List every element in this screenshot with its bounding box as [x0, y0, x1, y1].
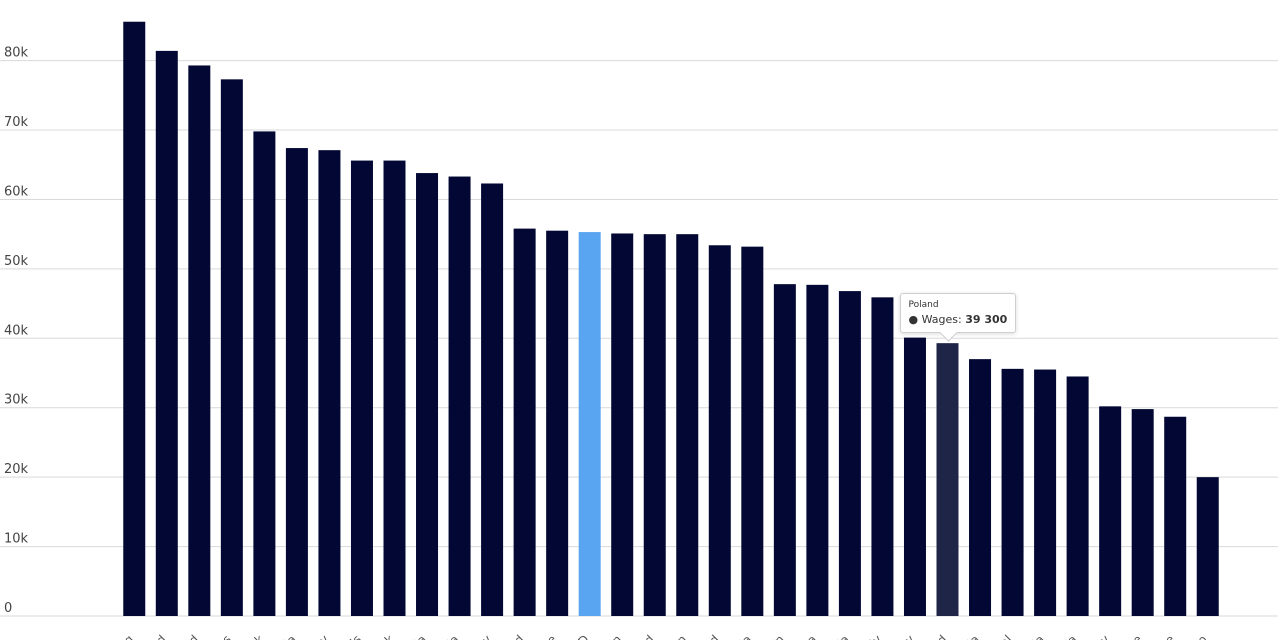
x-tick-label: an — [669, 632, 689, 640]
bar[interactable] — [643, 234, 666, 616]
tooltip-value: 39 300 — [965, 313, 1008, 327]
bar[interactable] — [155, 50, 178, 616]
x-tick-label: nia — [732, 632, 755, 640]
bar[interactable] — [1066, 376, 1089, 616]
bars — [123, 21, 1219, 617]
bar[interactable] — [481, 183, 504, 617]
x-tick-label: CD — [569, 632, 591, 640]
bar[interactable] — [1001, 368, 1024, 616]
bar[interactable] — [708, 245, 731, 616]
x-tick-label: nd — [148, 632, 169, 640]
bar[interactable] — [350, 160, 373, 616]
bar[interactable] — [1164, 416, 1187, 616]
x-tick-label: nd — [181, 632, 202, 640]
x-tick-label: ce — [1158, 632, 1178, 640]
y-tick-label: 40k — [4, 323, 29, 338]
x-tick-label: ly — [867, 632, 884, 640]
tooltip: Poland ● Wages: 39 300 — [899, 293, 1017, 342]
y-tick-label: 30k — [4, 393, 29, 408]
x-tick-label: ro — [1191, 632, 1209, 640]
x-tick-label: nd — [701, 632, 722, 640]
x-tick-label: nia — [829, 632, 852, 640]
tooltip-title: Poland — [908, 300, 939, 311]
bar[interactable] — [1034, 369, 1057, 616]
y-tick-label: 60k — [4, 184, 29, 199]
x-tick-label: nia — [1024, 632, 1047, 640]
bar[interactable] — [1196, 477, 1219, 616]
x-tick-label: rg — [118, 632, 137, 640]
x-tick-label: nia — [1057, 632, 1080, 640]
x-tick-label: ny — [474, 632, 494, 640]
y-tick-label: 0 — [4, 601, 12, 616]
bar[interactable] — [416, 173, 439, 616]
y-tick-label: 20k — [4, 462, 29, 477]
x-tick-label: ea — [799, 632, 819, 640]
x-axis: rg nd nd es rk ria ny ds rk ria da ny nd ce CD ain nd an n… — [118, 632, 1210, 640]
tooltip-bullet: ● — [908, 313, 919, 327]
x-tick-label: ria — [408, 632, 429, 640]
y-tick-label: 50k — [4, 254, 29, 269]
bar[interactable] — [285, 148, 308, 616]
bar[interactable] — [253, 131, 276, 616]
bar[interactable] — [220, 79, 243, 617]
bar[interactable] — [936, 343, 959, 616]
bar[interactable] — [838, 291, 861, 616]
bar[interactable] — [741, 246, 764, 616]
x-tick-label: ds — [344, 632, 364, 640]
x-tick-label: ain — [764, 632, 787, 640]
bar[interactable] — [676, 234, 699, 616]
x-tick-label: e — [1130, 632, 1145, 640]
bar[interactable] — [806, 284, 829, 616]
x-tick-label: nd — [929, 632, 950, 640]
x-tick-label: ce — [539, 632, 559, 640]
x-tick-label: es — [214, 632, 234, 640]
x-tick-label: ny — [311, 632, 331, 640]
bar[interactable] — [1131, 409, 1154, 616]
x-tick-label: rk — [248, 632, 266, 640]
bar[interactable] — [546, 230, 569, 616]
bar[interactable] — [871, 297, 894, 616]
x-tick-label: ry — [1094, 632, 1112, 640]
bar[interactable] — [123, 21, 146, 617]
bar[interactable] — [969, 359, 992, 616]
tooltip-series-label: Wages: — [921, 313, 962, 327]
y-axis: 0 10k 20k 30k 40k 50k 60k 70k 80k — [4, 46, 29, 616]
x-tick-label: da — [441, 632, 461, 640]
bar[interactable] — [773, 284, 796, 616]
x-tick-label: al — [997, 632, 1014, 640]
bar[interactable] — [1099, 406, 1122, 616]
bar[interactable] — [578, 232, 601, 616]
bar[interactable] — [188, 65, 211, 616]
x-tick-label: ain — [601, 632, 624, 640]
x-tick-label: nia — [959, 632, 982, 640]
x-tick-label: ria — [278, 632, 299, 640]
x-tick-label: nd — [636, 632, 657, 640]
bar[interactable] — [448, 176, 471, 617]
bar[interactable] — [611, 233, 634, 616]
gridlines — [0, 60, 1278, 617]
bar[interactable] — [513, 228, 536, 617]
bar[interactable] — [383, 160, 406, 616]
y-tick-label: 10k — [4, 532, 29, 547]
y-tick-label: 70k — [4, 115, 29, 130]
tooltip-row: ● Wages: 39 300 — [909, 313, 1008, 326]
y-tick-label: 80k — [4, 46, 29, 61]
bar[interactable] — [318, 150, 341, 616]
x-tick-label: ry — [899, 632, 917, 640]
bar[interactable] — [903, 337, 926, 616]
x-tick-label: nd — [506, 632, 527, 640]
x-tick-label: rk — [378, 632, 396, 640]
